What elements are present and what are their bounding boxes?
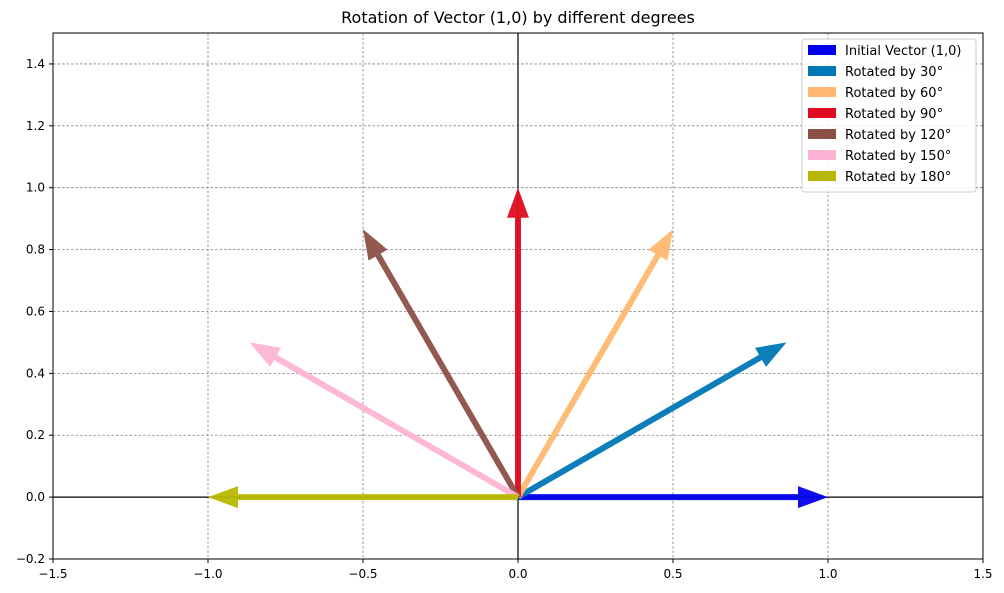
x-tick-label: 0.0: [508, 567, 527, 581]
legend-box: [801, 38, 977, 193]
vector-arrow-0: [518, 486, 828, 509]
vector-arrow-4: [363, 229, 521, 499]
legend-swatch: [808, 66, 836, 76]
y-tick-label: 0.4: [26, 366, 45, 380]
vector-arrow-3: [507, 187, 529, 498]
legend-swatch: [808, 129, 836, 139]
legend-label: Rotated by 30°: [845, 65, 943, 80]
legend-label: Rotated by 180°: [845, 170, 951, 185]
legend-label: Rotated by 120°: [845, 128, 951, 143]
legend-swatch: [808, 150, 836, 160]
vector-arrow-2: [515, 229, 673, 499]
y-tick-label: 0.6: [26, 304, 45, 318]
y-tick-label: 1.4: [26, 57, 45, 71]
x-tick-label: −1.5: [38, 567, 67, 581]
x-tick-label: −1.0: [193, 567, 222, 581]
legend-swatch: [808, 171, 836, 181]
legend-label: Rotated by 150°: [845, 149, 951, 164]
x-tick-label: 1.0: [818, 567, 837, 581]
y-tick-label: −0.2: [16, 552, 45, 566]
y-tick-label: 1.0: [26, 181, 45, 195]
y-tick-label: 0.0: [26, 490, 45, 504]
legend-label: Initial Vector (1,0): [845, 44, 961, 59]
legend-label: Rotated by 90°: [845, 107, 943, 122]
plot-area: −1.5 −1.0 −0.5 0.0 0.5 1.0 1.5 −0.2 0.0 0.2 0.4 0.6…: [16, 32, 993, 581]
x-tick-label: −0.5: [348, 567, 377, 581]
legend-label: Rotated by 60°: [845, 86, 943, 101]
y-tick-label: 0.8: [26, 243, 45, 257]
vector-arrow-5: [249, 342, 520, 500]
legend-swatch: [808, 87, 836, 97]
x-tick-label: 0.5: [663, 567, 682, 581]
legend-swatch: [808, 45, 836, 55]
vector-arrow-1: [516, 342, 787, 500]
y-tick-label: 0.2: [26, 428, 45, 442]
x-tick-label: 1.5: [973, 567, 992, 581]
vector-arrow-6: [208, 486, 518, 509]
y-tick-label: 1.2: [26, 119, 45, 133]
chart-title: Rotation of Vector (1,0) by different de…: [341, 8, 695, 27]
legend-swatch: [808, 108, 836, 118]
